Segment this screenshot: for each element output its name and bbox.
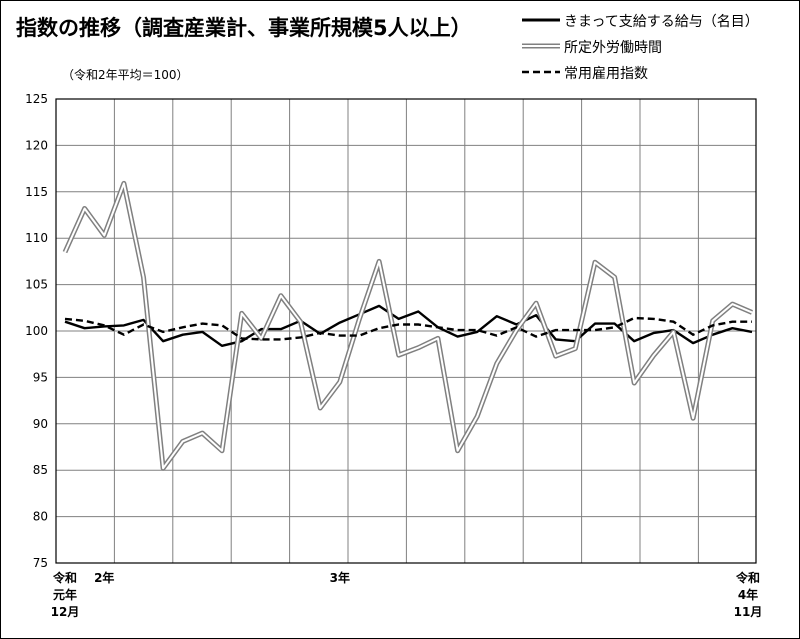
- x-tick-label: 4年: [738, 587, 758, 602]
- legend-item-employment: 常用雇用指数: [522, 60, 792, 86]
- series-line-employment: [64, 316, 752, 341]
- x-tick-label: 令和: [52, 570, 77, 585]
- legend-swatch-double: [522, 43, 560, 49]
- legend-item-wages: きまって支給する給与（名目）: [522, 8, 792, 34]
- y-tick-label: 120: [25, 138, 48, 152]
- y-tick-label: 75: [33, 556, 48, 570]
- y-tick-label: 85: [33, 463, 48, 477]
- legend: きまって支給する給与（名目） 所定外労働時間 常用雇用指数: [522, 8, 792, 86]
- y-tick-label: 95: [33, 370, 48, 384]
- unit-note: （令和2年平均＝100）: [62, 68, 189, 82]
- y-tick-label: 90: [33, 417, 48, 431]
- legend-item-overtime: 所定外労働時間: [522, 34, 792, 60]
- x-tick-label: 2年: [94, 570, 114, 585]
- chart-title: 指数の推移（調査産業計、事業所規模5人以上）: [16, 16, 472, 40]
- legend-label-employment: 常用雇用指数: [564, 66, 648, 82]
- x-tick-label: 令和: [735, 570, 760, 585]
- legend-label-overtime: 所定外労働時間: [564, 40, 662, 56]
- y-tick-label: 80: [33, 510, 48, 524]
- y-tick-label: 110: [25, 231, 48, 245]
- legend-swatch-dashed: [522, 70, 560, 74]
- x-tick-label: 3年: [330, 570, 350, 585]
- y-tick-label: 125: [25, 92, 48, 106]
- x-tick-label: 元年: [53, 587, 77, 602]
- series-line-overtime-inner: [64, 182, 753, 470]
- x-tick-label: 12月: [51, 605, 80, 619]
- x-tick-label: 11月: [734, 605, 763, 619]
- plot-border: [55, 98, 757, 564]
- y-tick-label: 115: [25, 185, 48, 199]
- legend-label-wages: きまって支給する給与（名目）: [564, 14, 759, 30]
- series-line-wages: [64, 304, 753, 347]
- y-tick-label: 100: [25, 324, 48, 338]
- legend-swatch-solid: [522, 18, 560, 22]
- y-tick-label: 105: [25, 278, 48, 292]
